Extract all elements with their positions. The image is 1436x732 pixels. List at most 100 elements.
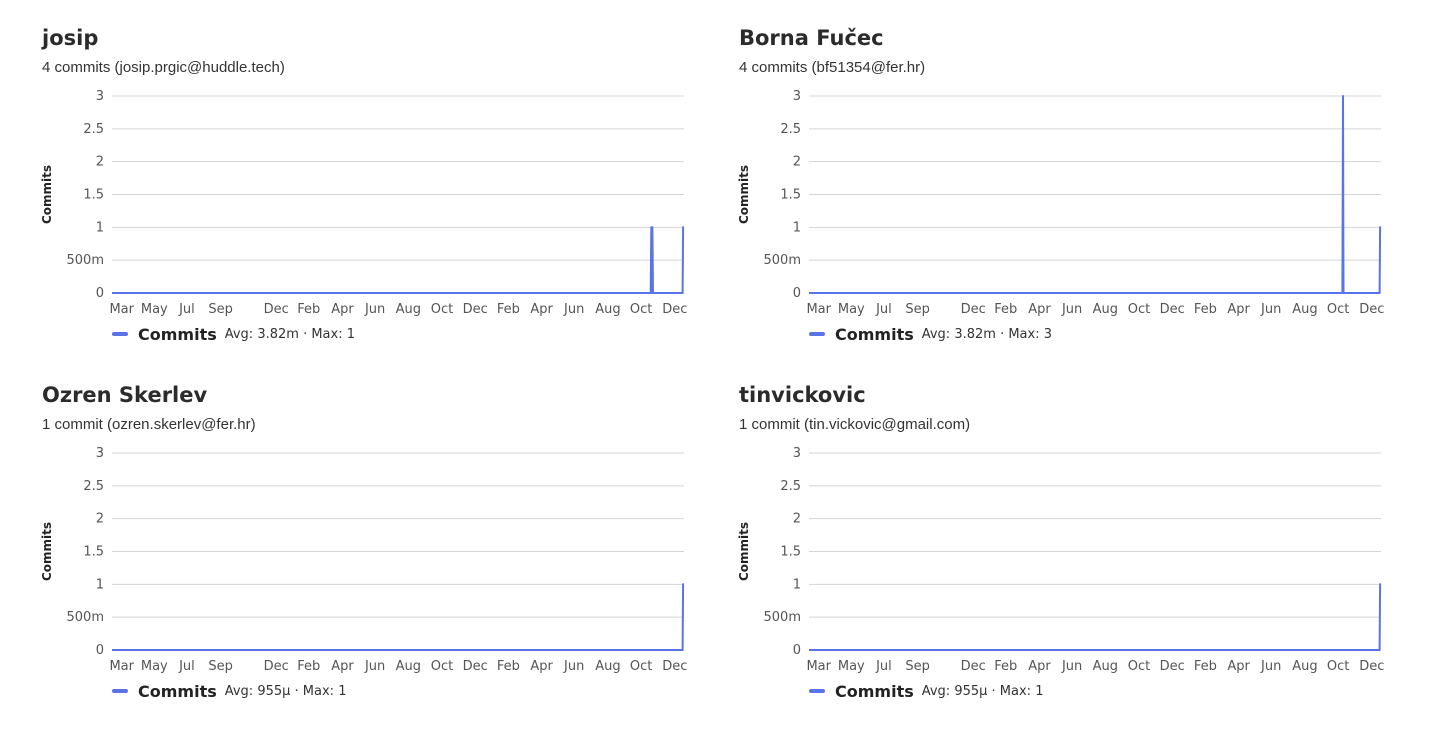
- legend-swatch: [809, 689, 825, 693]
- y-tick-label: 2: [793, 512, 801, 527]
- x-tick-label: Dec: [463, 302, 488, 317]
- y-tick-label: 1.5: [83, 545, 104, 560]
- y-tick-label: 1: [96, 220, 104, 235]
- y-axis-label: Commits: [40, 522, 54, 581]
- x-tick-label: Oct: [630, 659, 652, 674]
- x-tick-label: Jun: [1061, 659, 1082, 674]
- x-tick-label: Apr: [1028, 659, 1051, 674]
- commits-chart: 0 500m 1 1.5 2 2.5 3 Mar May Jul Sep Dec Feb Apr Jun Au…: [737, 89, 1384, 317]
- x-tick-label: Feb: [497, 659, 520, 674]
- x-tick-label: Aug: [1292, 302, 1317, 317]
- series-line-commits: [112, 226, 685, 294]
- contributor-panel-tinvickovic: tinvickovic 1 commit (tin.vickovic@gmail…: [737, 357, 1409, 701]
- commits-chart: 0 500m 1 1.5 2 2.5 3 Mar May Jul Sep Dec Feb Apr Jun Au…: [40, 446, 687, 674]
- y-tick-label: 3: [96, 446, 104, 461]
- y-tick-label: 1.5: [780, 545, 801, 560]
- y-tick-label: 1: [793, 577, 801, 592]
- x-tick-label: Jul: [178, 302, 195, 317]
- commits-chart: 0 500m 1 1.5 2 2.5 3 Mar May Jul Sep Dec Feb Apr Jun Au…: [40, 89, 687, 317]
- x-tick-label: Jun: [1260, 659, 1281, 674]
- contributor-name[interactable]: Ozren Skerlev: [42, 383, 208, 407]
- x-tick-label: Sep: [905, 302, 930, 317]
- x-tick-label: Dec: [961, 659, 986, 674]
- legend-swatch: [112, 689, 128, 693]
- x-tick-label: Jun: [563, 659, 584, 674]
- y-axis-label: Commits: [737, 522, 751, 581]
- x-tick-label: Jul: [875, 659, 892, 674]
- x-tick-label: Dec: [463, 659, 488, 674]
- x-tick-label: Oct: [1327, 302, 1349, 317]
- y-tick-label: 1.5: [780, 188, 801, 203]
- x-tick-label: Jun: [1061, 302, 1082, 317]
- x-tick-label: Dec: [1359, 302, 1384, 317]
- x-tick-label: Aug: [396, 659, 421, 674]
- series-line-commits: [809, 583, 1382, 651]
- x-tick-label: Apr: [1227, 302, 1250, 317]
- x-tick-label: Sep: [208, 659, 233, 674]
- x-tick-label: Mar: [109, 659, 134, 674]
- x-tick-label: Feb: [497, 302, 520, 317]
- chart-legend[interactable]: Commits Avg: 3.82m · Max: 3: [809, 323, 1052, 345]
- legend-swatch: [112, 332, 128, 336]
- y-tick-label: 2: [96, 155, 104, 170]
- x-tick-label: Jun: [1260, 302, 1281, 317]
- x-tick-label: Aug: [595, 302, 620, 317]
- legend-stats: Avg: 955µ · Max: 1: [224, 683, 347, 699]
- contributor-name[interactable]: josip: [42, 26, 99, 50]
- x-tick-label: Sep: [905, 659, 930, 674]
- contributor-name[interactable]: tinvickovic: [739, 383, 866, 407]
- x-tick-label: Apr: [1227, 659, 1250, 674]
- y-tick-label: 1.5: [83, 188, 104, 203]
- x-tick-label: Jul: [875, 302, 892, 317]
- y-tick-label: 1: [96, 577, 104, 592]
- chart-legend[interactable]: Commits Avg: 955µ · Max: 1: [809, 680, 1043, 702]
- contributor-summary: 4 commits (josip.prgic@huddle.tech): [42, 59, 285, 76]
- contributor-panel-ozren-skerlev: Ozren Skerlev 1 commit (ozren.skerlev@fe…: [40, 357, 712, 701]
- x-tick-label: Mar: [109, 302, 134, 317]
- chart-legend[interactable]: Commits Avg: 3.82m · Max: 1: [112, 323, 355, 345]
- x-tick-label: Dec: [264, 659, 289, 674]
- y-tick-label: 0: [793, 643, 801, 658]
- x-tick-label: Jul: [178, 659, 195, 674]
- contributor-summary: 1 commit (ozren.skerlev@fer.hr): [42, 416, 256, 433]
- x-tick-label: Apr: [530, 302, 553, 317]
- y-tick-label: 500m: [67, 610, 104, 625]
- y-tick-label: 2.5: [83, 122, 104, 137]
- x-tick-label: Dec: [264, 302, 289, 317]
- x-tick-label: Dec: [662, 659, 687, 674]
- series-line-commits: [112, 583, 685, 651]
- y-tick-label: 500m: [764, 610, 801, 625]
- x-tick-label: May: [141, 659, 168, 674]
- x-tick-label: Aug: [595, 659, 620, 674]
- contributor-name[interactable]: Borna Fučec: [739, 26, 884, 50]
- x-tick-label: Jun: [364, 659, 385, 674]
- x-tick-label: Feb: [297, 302, 320, 317]
- y-tick-label: 3: [793, 89, 801, 104]
- y-tick-label: 1: [793, 220, 801, 235]
- x-tick-label: Jun: [563, 302, 584, 317]
- y-tick-label: 500m: [764, 253, 801, 268]
- legend-series-name: Commits: [138, 324, 217, 344]
- x-tick-label: Feb: [994, 302, 1017, 317]
- chart-legend[interactable]: Commits Avg: 955µ · Max: 1: [112, 680, 346, 702]
- x-tick-label: May: [838, 302, 865, 317]
- x-tick-label: Jun: [364, 302, 385, 317]
- y-tick-label: 500m: [67, 253, 104, 268]
- legend-stats: Avg: 3.82m · Max: 3: [921, 326, 1052, 342]
- x-tick-label: Apr: [331, 302, 354, 317]
- legend-series-name: Commits: [138, 681, 217, 701]
- x-tick-label: Dec: [961, 302, 986, 317]
- y-tick-label: 2.5: [83, 479, 104, 494]
- x-tick-label: Oct: [1128, 659, 1150, 674]
- x-tick-label: Apr: [1028, 302, 1051, 317]
- legend-stats: Avg: 955µ · Max: 1: [921, 683, 1044, 699]
- y-axis-label: Commits: [737, 165, 751, 224]
- y-tick-label: 2: [793, 155, 801, 170]
- x-tick-label: Aug: [396, 302, 421, 317]
- y-tick-label: 0: [96, 643, 104, 658]
- x-tick-label: Oct: [1327, 659, 1349, 674]
- x-tick-label: Dec: [1160, 659, 1185, 674]
- y-tick-label: 0: [793, 286, 801, 301]
- x-tick-label: Dec: [662, 302, 687, 317]
- y-tick-label: 2.5: [780, 479, 801, 494]
